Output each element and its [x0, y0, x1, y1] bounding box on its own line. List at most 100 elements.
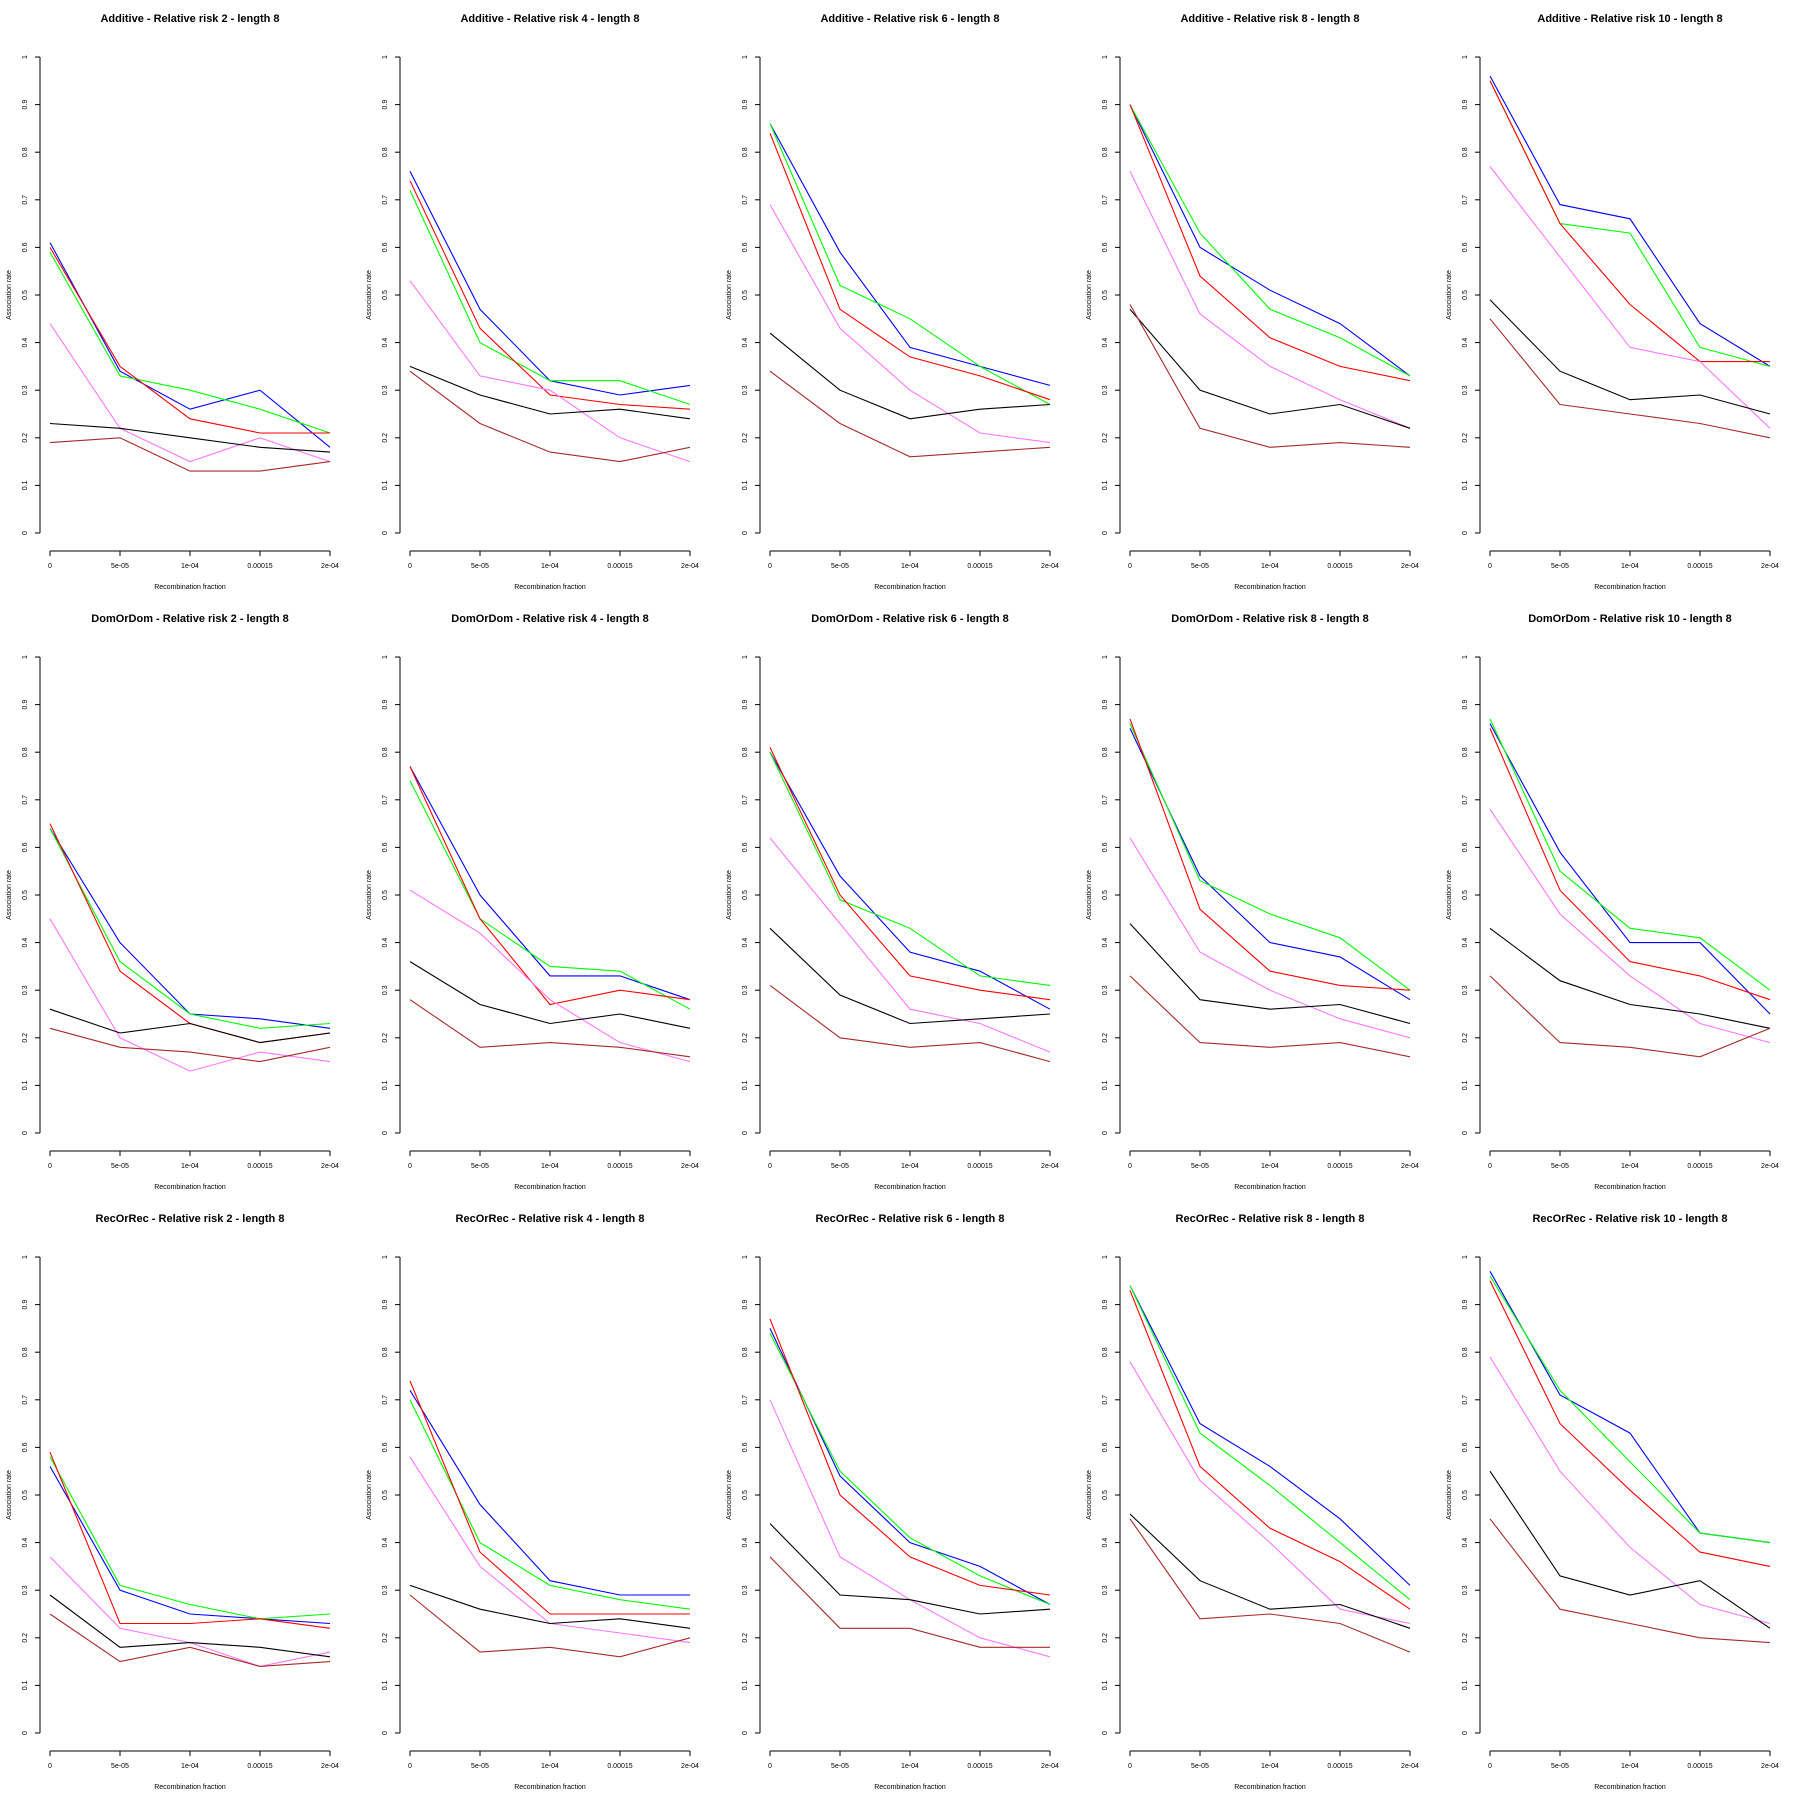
y-tick-label: 0.6: [1102, 842, 1109, 852]
y-tick-label: 0.2: [22, 433, 29, 443]
y-tick-label: 0.9: [382, 100, 389, 110]
series-line: [1489, 1271, 1771, 1544]
series-line: [49, 1466, 331, 1625]
y-tick-label: 0: [22, 531, 29, 535]
y-tick-label: 0.3: [1462, 1585, 1469, 1595]
x-tick-label: 5e-05: [1191, 1163, 1209, 1170]
y-tick-label: 0.7: [1102, 1395, 1109, 1405]
y-axis-label: Association rate: [6, 1470, 13, 1520]
series-line: [409, 1380, 690, 1615]
series-line: [769, 332, 1051, 420]
series-line: [1489, 299, 1771, 415]
series-line: [49, 422, 331, 453]
x-tick-label: 0.00015: [967, 1163, 992, 1170]
y-tick-label: 0: [1462, 1731, 1469, 1735]
chart-panel: RecOrRec - Relative risk 6 - length 8 0 0.…: [726, 1213, 1059, 1791]
y-tick-label: 0.8: [22, 747, 29, 757]
y-tick-label: 1: [742, 55, 749, 59]
x-axis-label: Recombination fraction: [874, 1184, 946, 1191]
y-tick-label: 0.2: [1102, 433, 1109, 443]
y-tick-label: 0.5: [382, 890, 389, 900]
x-axis-label: Recombination fraction: [1234, 1784, 1306, 1791]
y-tick-label: 0.6: [1462, 242, 1469, 252]
x-tick-label: 0.00015: [607, 563, 632, 570]
x-tick-label: 0: [1128, 1163, 1132, 1170]
x-tick-label: 1e-04: [181, 1163, 199, 1170]
x-tick-label: 2e-04: [321, 563, 339, 570]
series-line: [1129, 104, 1411, 382]
chart-panel: Additive - Relative risk 10 - length 8 0 0…: [1446, 13, 1779, 591]
x-tick-label: 1e-04: [1261, 1163, 1279, 1170]
y-tick-label: 0.9: [1462, 700, 1469, 710]
x-tick-label: 5e-05: [111, 1163, 129, 1170]
series-line: [769, 1399, 1051, 1658]
y-tick-label: 0: [1462, 531, 1469, 535]
y-tick-label: 0.8: [382, 1347, 389, 1357]
series-line: [769, 751, 1051, 1010]
series-line: [409, 766, 691, 1006]
x-axis-label: Recombination fraction: [1594, 1784, 1666, 1791]
y-tick-label: 0.5: [1462, 290, 1469, 300]
y-tick-label: 0.1: [382, 1080, 389, 1090]
chart-title: DomOrDom - Relative risk 4 - length 8: [451, 613, 648, 625]
x-tick-label: 2e-04: [1401, 563, 1419, 570]
y-tick-label: 1: [22, 55, 29, 59]
series-line: [49, 437, 331, 472]
y-tick-label: 0.2: [742, 1633, 749, 1643]
y-tick-label: 0.2: [1462, 1633, 1469, 1643]
y-tick-label: 0.4: [742, 938, 749, 948]
y-tick-label: 0.3: [382, 1585, 389, 1595]
y-tick-label: 0.8: [742, 147, 749, 157]
series-line: [1489, 1470, 1771, 1629]
series-line: [49, 323, 331, 463]
series-line: [49, 1456, 331, 1620]
x-tick-label: 5e-05: [831, 563, 849, 570]
y-tick-label: 0.4: [1462, 938, 1469, 948]
y-tick-label: 0.8: [382, 747, 389, 757]
y-tick-label: 0.3: [1102, 985, 1109, 995]
series-line: [1129, 1285, 1411, 1601]
y-tick-label: 0: [742, 1731, 749, 1735]
y-tick-label: 0.9: [22, 100, 29, 110]
series-line: [49, 828, 331, 1029]
chart-panel: Additive - Relative risk 8 - length 8 0 0.…: [1086, 13, 1419, 591]
y-tick-label: 1: [742, 655, 749, 659]
series-line: [49, 1008, 331, 1044]
y-tick-label: 0.4: [382, 938, 389, 948]
chart-title: Additive - Relative risk 8 - length 8: [1180, 13, 1359, 25]
y-tick-label: 1: [1102, 1255, 1109, 1259]
chart-title: RecOrRec - Relative risk 6 - length 8: [816, 1213, 1005, 1225]
y-axis-label: Association rate: [726, 870, 733, 920]
series-line: [1489, 808, 1771, 1044]
series-line: [769, 1318, 1051, 1596]
series-line: [1129, 837, 1411, 1039]
y-tick-label: 0.7: [22, 1395, 29, 1405]
y-tick-label: 0.1: [1102, 1080, 1109, 1090]
x-tick-label: 0: [768, 563, 772, 570]
y-tick-label: 0.5: [22, 290, 29, 300]
y-tick-label: 0.4: [382, 1538, 389, 1548]
series-line: [49, 918, 331, 1072]
series-line: [1489, 718, 1771, 991]
y-tick-label: 0.1: [1462, 1680, 1469, 1690]
chart-title: DomOrDom - Relative risk 2 - length 8: [91, 613, 288, 625]
x-tick-label: 2e-04: [681, 1763, 699, 1770]
x-tick-label: 1e-04: [901, 563, 919, 570]
y-tick-label: 1: [1102, 55, 1109, 59]
y-tick-label: 0.3: [1462, 385, 1469, 395]
y-tick-label: 0.8: [1462, 1347, 1469, 1357]
x-tick-label: 5e-05: [471, 563, 489, 570]
series-line: [409, 780, 691, 1010]
y-tick-label: 0.8: [1102, 1347, 1109, 1357]
y-tick-label: 0.1: [382, 1680, 389, 1690]
y-tick-label: 0.9: [742, 1300, 749, 1310]
series-line: [1129, 923, 1411, 1025]
series-line: [1489, 1518, 1771, 1644]
chart-panel: DomOrDom - Relative risk 4 - length 8 0 0.…: [366, 613, 699, 1191]
y-tick-label: 0.3: [742, 1585, 749, 1595]
x-tick-label: 1e-04: [1261, 1763, 1279, 1770]
y-tick-label: 1: [22, 655, 29, 659]
chart-title: RecOrRec - Relative risk 10 - length 8: [1532, 1213, 1727, 1225]
chart-panel: RecOrRec - Relative risk 4 - length 8 0 0.…: [366, 1213, 699, 1791]
